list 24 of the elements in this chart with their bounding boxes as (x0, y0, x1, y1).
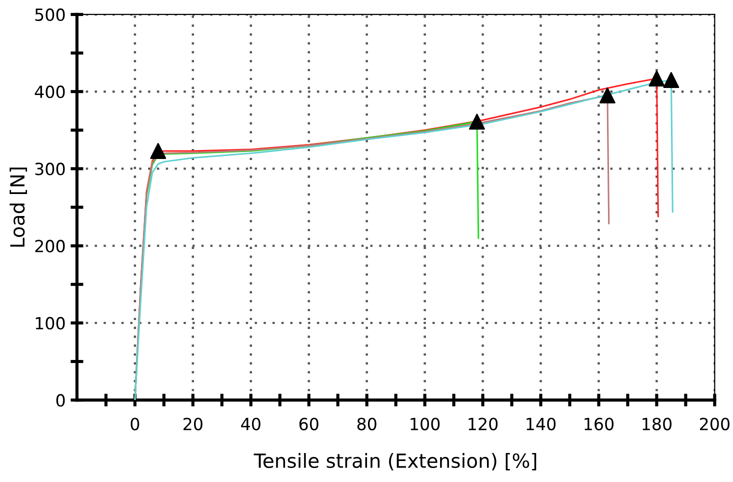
x-tick-label: 80 (357, 418, 376, 430)
x-tick-label: 20 (184, 418, 202, 430)
x-tick-label: 180 (642, 418, 672, 430)
x-tick-label: 40 (241, 418, 260, 430)
y-tick-label: 300 (35, 162, 65, 176)
point (663, 72, 680, 88)
point (599, 87, 616, 104)
x-tick-label: 120 (468, 418, 498, 430)
x-tick-label: 140 (526, 418, 556, 430)
point (150, 142, 166, 159)
x-tick-label: 100 (410, 418, 440, 430)
y-tick-label: 500 (35, 8, 65, 22)
x-tick-label: 200 (700, 418, 730, 430)
y-axis-title: Load [N] (10, 168, 28, 247)
point (648, 70, 665, 86)
y-tick-label: 100 (36, 316, 65, 330)
x-axis-title: Tensile strain (Extension) [%] (254, 452, 536, 470)
x-tick-label: 160 (584, 418, 614, 430)
y-tick-label: 200 (35, 240, 65, 252)
x-tick-label: 60 (299, 418, 318, 430)
y-tick-label: 0 (56, 394, 65, 407)
y-tick-label: 400 (34, 86, 65, 98)
point (469, 114, 485, 130)
x-tick-label: 0 (130, 418, 140, 430)
